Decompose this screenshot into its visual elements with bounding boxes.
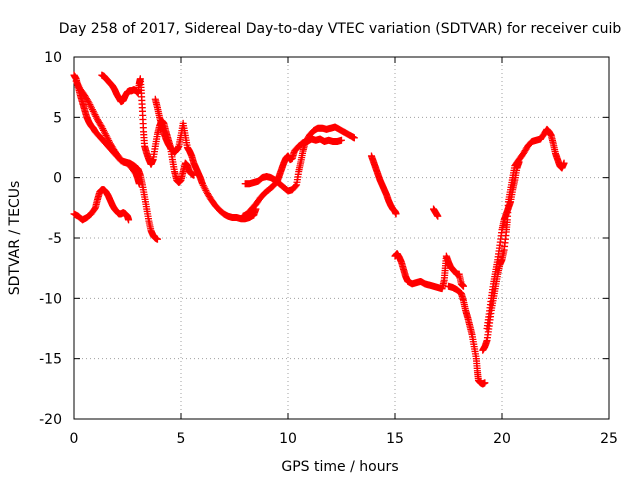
series-arc-h [367, 152, 400, 218]
data-point [153, 235, 161, 243]
x-tick-label: 5 [177, 431, 186, 447]
data-point [392, 210, 400, 218]
series-arc-c [70, 186, 133, 224]
data-point [338, 136, 345, 144]
y-tick-label: -20 [39, 412, 62, 428]
data-point [481, 379, 489, 387]
series-arc-k [445, 282, 489, 388]
series-arc-m [483, 158, 523, 332]
data-points [70, 71, 568, 388]
y-tick-label: -5 [48, 231, 62, 247]
y-tick-label: 10 [44, 50, 62, 66]
data-point [459, 282, 467, 290]
y-tick-label: 5 [53, 110, 62, 126]
series-arc-b [72, 77, 143, 188]
grid [74, 57, 609, 419]
x-axis-label: GPS time / hours [281, 459, 398, 475]
y-tick-label: 0 [53, 171, 62, 187]
data-point [434, 212, 442, 220]
y-tick-label: -10 [39, 291, 62, 307]
series-arc-j [430, 205, 442, 220]
y-axis-label: SDTVAR / TECUs [7, 181, 23, 296]
axis-ticks: 0 5 10 15 20 25 -20 -15 -10 -5 0 5 10 [39, 50, 618, 447]
x-tick-label: 20 [493, 431, 511, 447]
data-point [350, 134, 358, 142]
data-point [292, 182, 300, 190]
series-arc-i [391, 250, 467, 293]
data-point [135, 180, 143, 188]
x-tick-label: 10 [279, 431, 297, 447]
chart-title: Day 258 of 2017, Sidereal Day-to-day VTE… [59, 21, 622, 37]
data-point [125, 216, 133, 224]
series-arc-l [479, 125, 568, 354]
series-arc-g [239, 135, 345, 220]
x-tick-label: 25 [600, 431, 618, 447]
series-arc-e [151, 95, 260, 223]
data-point [515, 158, 523, 166]
series-arc-f [241, 123, 358, 195]
data-point [560, 159, 568, 167]
x-tick-label: 0 [70, 431, 79, 447]
y-tick-label: -15 [39, 352, 62, 368]
series-arc-d [98, 71, 198, 186]
x-tick-label: 15 [386, 431, 404, 447]
